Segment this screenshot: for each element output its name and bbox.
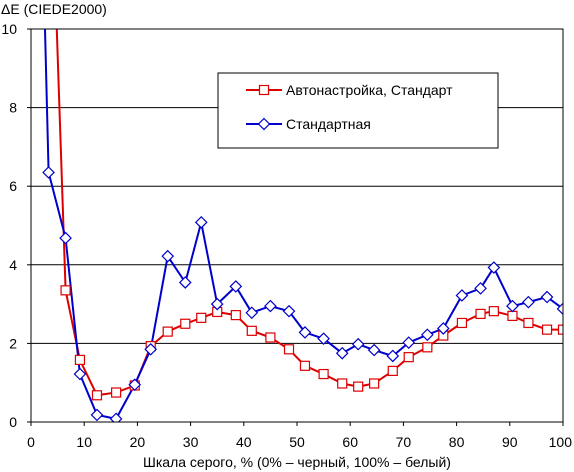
series-1-point-31 <box>556 302 563 316</box>
series-1-point-16 <box>298 326 312 339</box>
series-0-point-17 <box>337 378 348 389</box>
series-0-point-3 <box>91 390 103 401</box>
series-1-point-22 <box>402 336 416 349</box>
x-tick-label-3: 30 <box>183 434 199 450</box>
series-1-point-13 <box>245 306 259 320</box>
plot-area <box>42 29 563 422</box>
series-1-point-6 <box>128 378 142 392</box>
x-tick-label-4: 40 <box>236 434 252 450</box>
series-0-point-19 <box>369 378 380 389</box>
x-tick-label-10: 100 <box>549 434 573 450</box>
legend-marker-0 <box>258 84 270 96</box>
series-1-point-29 <box>522 295 535 309</box>
series-0-point-30 <box>557 324 563 335</box>
series-0-point-28 <box>523 317 534 329</box>
series-1-point-23 <box>420 328 434 342</box>
series-1-point-15 <box>282 304 296 318</box>
series-0-point-15 <box>299 360 311 371</box>
series-1-point-12 <box>229 280 243 293</box>
y-tick-label-0: 0 <box>9 414 17 430</box>
x-tick-label-6: 60 <box>342 434 358 450</box>
series-0-point-29 <box>541 324 553 335</box>
series-1-point-17 <box>317 332 330 346</box>
x-tick-labels: 0 10 20 30 40 50 60 70 80 90 100 <box>27 422 572 450</box>
series-1-point-8 <box>161 249 175 263</box>
series-1-point-9 <box>178 276 192 289</box>
series-0-point-27 <box>507 310 518 321</box>
series-0-point-18 <box>353 381 364 392</box>
legend-label-1: Стандартная <box>286 116 371 132</box>
series-1-point-26 <box>474 282 487 295</box>
series-0-point-16 <box>318 368 329 380</box>
series-1-point-28 <box>506 299 519 313</box>
series-1-point-18 <box>335 346 349 360</box>
series-0-point-20 <box>387 365 398 377</box>
y-tick-label-2: 4 <box>9 257 17 273</box>
legend-marker-1 <box>257 117 271 131</box>
legend: Автонастройка, Стандарт Стандартная <box>217 72 499 149</box>
series-0-point-14 <box>283 344 295 355</box>
series-1-point-10 <box>194 216 208 229</box>
y-axis-label: ΔE (CIEDE2000) <box>1 1 107 17</box>
series-0-point-22 <box>422 342 433 353</box>
series-1-point-14 <box>264 299 277 313</box>
x-tick-label-2: 20 <box>130 434 146 450</box>
series-1-point-19 <box>351 337 365 351</box>
series-1-point-3 <box>73 367 87 381</box>
x-tick-label-1: 10 <box>76 434 92 450</box>
y-tick-label-4: 8 <box>9 100 17 116</box>
x-tick-label-0: 0 <box>27 434 35 450</box>
legend-label-0: Автонастройка, Стандарт <box>286 82 453 98</box>
y-tick-labels: 0 2 4 6 8 10 <box>1 21 31 430</box>
series-1-point-21 <box>386 349 400 363</box>
series-0-point-11 <box>230 310 241 321</box>
series-0-point-9 <box>196 312 207 323</box>
x-tick-label-7: 70 <box>396 434 412 450</box>
series-1-point-25 <box>455 289 469 302</box>
y-tick-label-5: 10 <box>1 21 17 37</box>
series-0-point-8 <box>180 318 191 329</box>
series-1-point-30 <box>540 290 554 304</box>
series-0-point-1 <box>60 285 71 296</box>
x-tick-label-8: 80 <box>449 434 465 450</box>
series-1-point-11 <box>210 297 224 311</box>
series-1-point-5 <box>109 412 123 422</box>
series-0-point-26 <box>488 306 499 317</box>
series-1-point-27 <box>487 261 501 274</box>
series-1-point-7 <box>144 342 158 356</box>
series-0-point-21 <box>403 352 414 363</box>
series-1-point-4 <box>90 408 104 422</box>
series-0-point-4 <box>111 387 122 398</box>
series-1-point-20 <box>367 343 381 357</box>
series-0-point-7 <box>162 326 173 337</box>
series-1-point-2 <box>59 231 72 245</box>
series-0-point-24 <box>456 317 468 329</box>
series-0-point-13 <box>265 332 276 343</box>
series-1-point-24 <box>436 322 450 335</box>
y-tick-label-1: 2 <box>9 335 17 351</box>
series-0-point-25 <box>475 308 486 320</box>
series-0-point-12 <box>246 325 257 336</box>
y-tick-label-3: 6 <box>9 178 17 194</box>
x-tick-label-9: 90 <box>502 434 518 450</box>
series-0-point-2 <box>74 354 86 366</box>
x-axis-label: Шкала серого, % (0% – черный, 100% – бел… <box>143 454 451 470</box>
series-1-point-1 <box>42 166 55 179</box>
x-tick-label-5: 50 <box>289 434 305 450</box>
